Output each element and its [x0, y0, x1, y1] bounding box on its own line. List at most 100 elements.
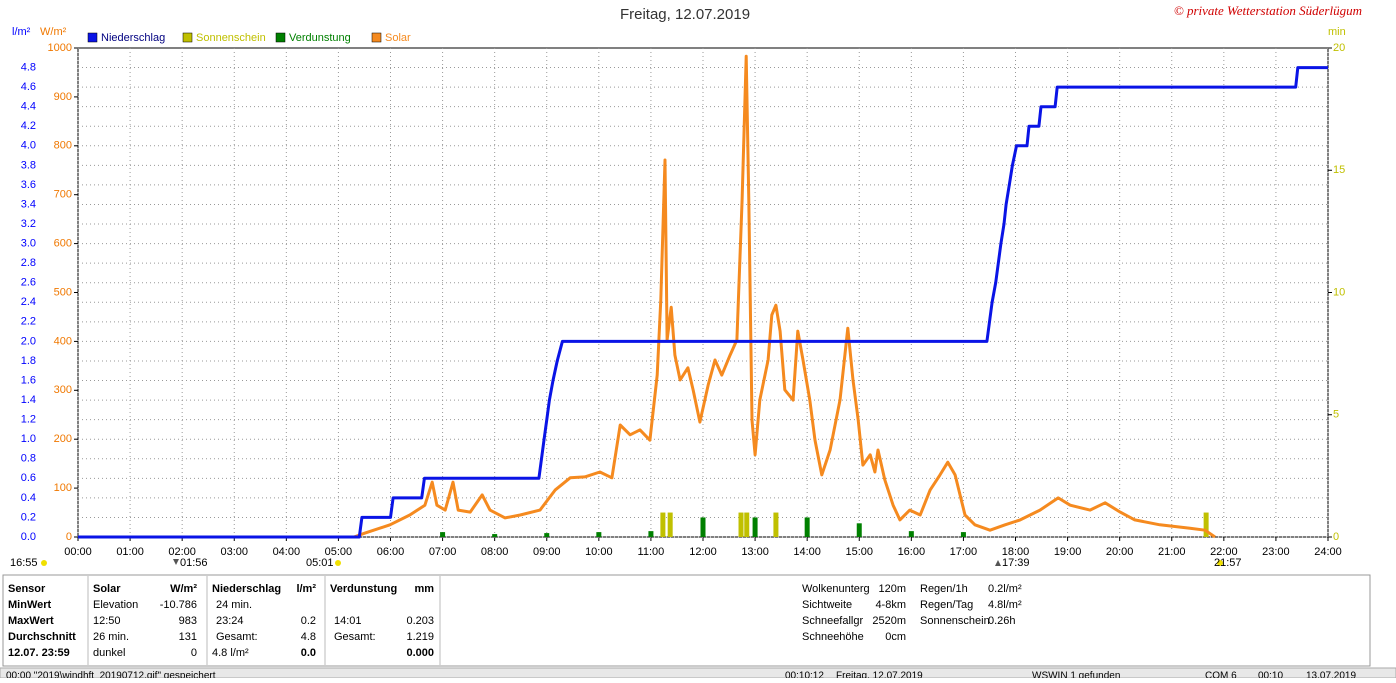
- stat-label: Gesamt:: [334, 631, 376, 643]
- x-tick-label: 11:00: [638, 546, 665, 558]
- credit: © private Wetterstation Süderlügum: [1174, 3, 1362, 18]
- rain-label: Regen/1h: [920, 583, 968, 595]
- weather-label: Schneehöhe: [802, 631, 864, 643]
- x-tick-label: 01:00: [116, 546, 144, 558]
- x-tick-label: 18:00: [1002, 546, 1030, 558]
- stat-value: 1.219: [406, 631, 434, 643]
- y2-tick-label: 100: [54, 482, 72, 494]
- legend-label: Solar: [385, 32, 411, 44]
- y-tick-label: 1.2: [21, 414, 36, 426]
- row-label: Durchschnitt: [8, 631, 76, 643]
- y3-tick-label: 5: [1333, 409, 1339, 421]
- bar: [700, 517, 706, 537]
- stat-value: l/m²: [296, 583, 316, 595]
- x-tick-label: 23:00: [1262, 546, 1290, 558]
- y2-tick-label: 900: [54, 91, 72, 103]
- y-tick-label: 2.6: [21, 277, 36, 289]
- bar: [440, 532, 446, 537]
- row-label: MaxWert: [8, 615, 54, 627]
- bar: [856, 523, 862, 537]
- weather-label: Wolkenunterg: [802, 583, 870, 595]
- x-tick-label: 15:00: [845, 546, 873, 558]
- x-tick-label: 00:00: [64, 546, 92, 558]
- stat-value: 131: [179, 631, 197, 643]
- y-tick-label: 0.2: [21, 511, 36, 523]
- y-tick-label: 4.2: [21, 120, 36, 132]
- bar: [544, 533, 550, 537]
- status-text: COM 6: [1205, 671, 1237, 678]
- y3-axis-unit: min: [1328, 26, 1346, 38]
- y2-tick-label: 700: [54, 189, 72, 201]
- stats-panel: [2, 574, 1371, 667]
- y-tick-label: 1.8: [21, 355, 36, 367]
- rain-label: Sonnenschein: [920, 615, 990, 627]
- y-tick-label: 0.0: [21, 531, 36, 543]
- stat-label: Niederschlag: [212, 583, 281, 595]
- x-tick-label: 13:00: [741, 546, 769, 558]
- x-tick-label: 20:00: [1106, 546, 1134, 558]
- weather-value: 4-8km: [875, 599, 906, 611]
- stat-label: Elevation: [93, 599, 138, 611]
- x-tick-label: 06:00: [377, 546, 405, 558]
- y2-tick-label: 1000: [48, 42, 72, 54]
- y-tick-label: 1.0: [21, 433, 36, 445]
- bar: [744, 512, 750, 537]
- stat-label: Solar: [93, 583, 121, 595]
- y-tick-label: 2.2: [21, 316, 36, 328]
- legend-swatch: [87, 32, 98, 43]
- bar: [738, 512, 744, 537]
- y2-axis-unit: W/m²: [40, 26, 67, 38]
- row-label: 12.07. 23:59: [8, 647, 70, 659]
- y-tick-label: 4.8: [21, 61, 36, 73]
- annotation: 16:55: [10, 557, 38, 569]
- x-tick-label: 12:00: [689, 546, 717, 558]
- x-tick-label: 09:00: [533, 546, 561, 558]
- y-tick-label: 4.4: [21, 101, 36, 113]
- y2-tick-label: 800: [54, 140, 72, 152]
- stat-value: 0.000: [406, 647, 434, 659]
- y2-tick-label: 300: [54, 384, 72, 396]
- bar: [492, 534, 498, 537]
- y-tick-label: 4.0: [21, 140, 36, 152]
- y-axis-unit: l/m²: [12, 26, 31, 38]
- y-tick-label: 3.4: [21, 198, 36, 210]
- stat-value: 0.0: [301, 647, 316, 659]
- stat-label: 12:50: [93, 615, 121, 627]
- y3-tick-label: 0: [1333, 531, 1339, 543]
- x-tick-label: 17:00: [950, 546, 978, 558]
- rain-value: 0.2l/m²: [988, 583, 1022, 595]
- bar: [960, 532, 966, 537]
- y-tick-label: 0.6: [21, 472, 36, 484]
- stat-value: mm: [414, 583, 434, 595]
- annotation: 05:01: [306, 557, 334, 569]
- sun-marker: [41, 560, 47, 566]
- bar: [660, 512, 666, 537]
- legend-label: Niederschlag: [101, 32, 165, 44]
- stat-label: Gesamt:: [216, 631, 258, 643]
- bar: [667, 512, 673, 537]
- stat-value: 0.203: [406, 615, 434, 627]
- moon-marker: [995, 560, 1001, 566]
- x-tick-label: 24:00: [1314, 546, 1342, 558]
- chart-title: Freitag, 12.07.2019: [620, 6, 750, 23]
- sun-marker: [1217, 560, 1223, 566]
- x-tick-label: 16:00: [898, 546, 926, 558]
- stat-label: dunkel: [93, 647, 125, 659]
- annotation: 21:57: [1214, 557, 1242, 569]
- x-tick-label: 03:00: [220, 546, 248, 558]
- stat-value: -10.786: [160, 599, 197, 611]
- y2-tick-label: 400: [54, 335, 72, 347]
- weather-value: 120m: [878, 583, 906, 595]
- status-text: 13.07.2019: [1306, 671, 1356, 678]
- y2-tick-label: 600: [54, 238, 72, 250]
- x-tick-label: 08:00: [481, 546, 509, 558]
- stat-label: 23:24: [216, 615, 244, 627]
- weather-label: Schneefallgr: [802, 615, 863, 627]
- x-tick-label: 14:00: [793, 546, 821, 558]
- x-tick-label: 10:00: [585, 546, 613, 558]
- legend-swatch: [371, 32, 382, 43]
- y2-tick-label: 500: [54, 286, 72, 298]
- x-tick-label: 05:00: [325, 546, 353, 558]
